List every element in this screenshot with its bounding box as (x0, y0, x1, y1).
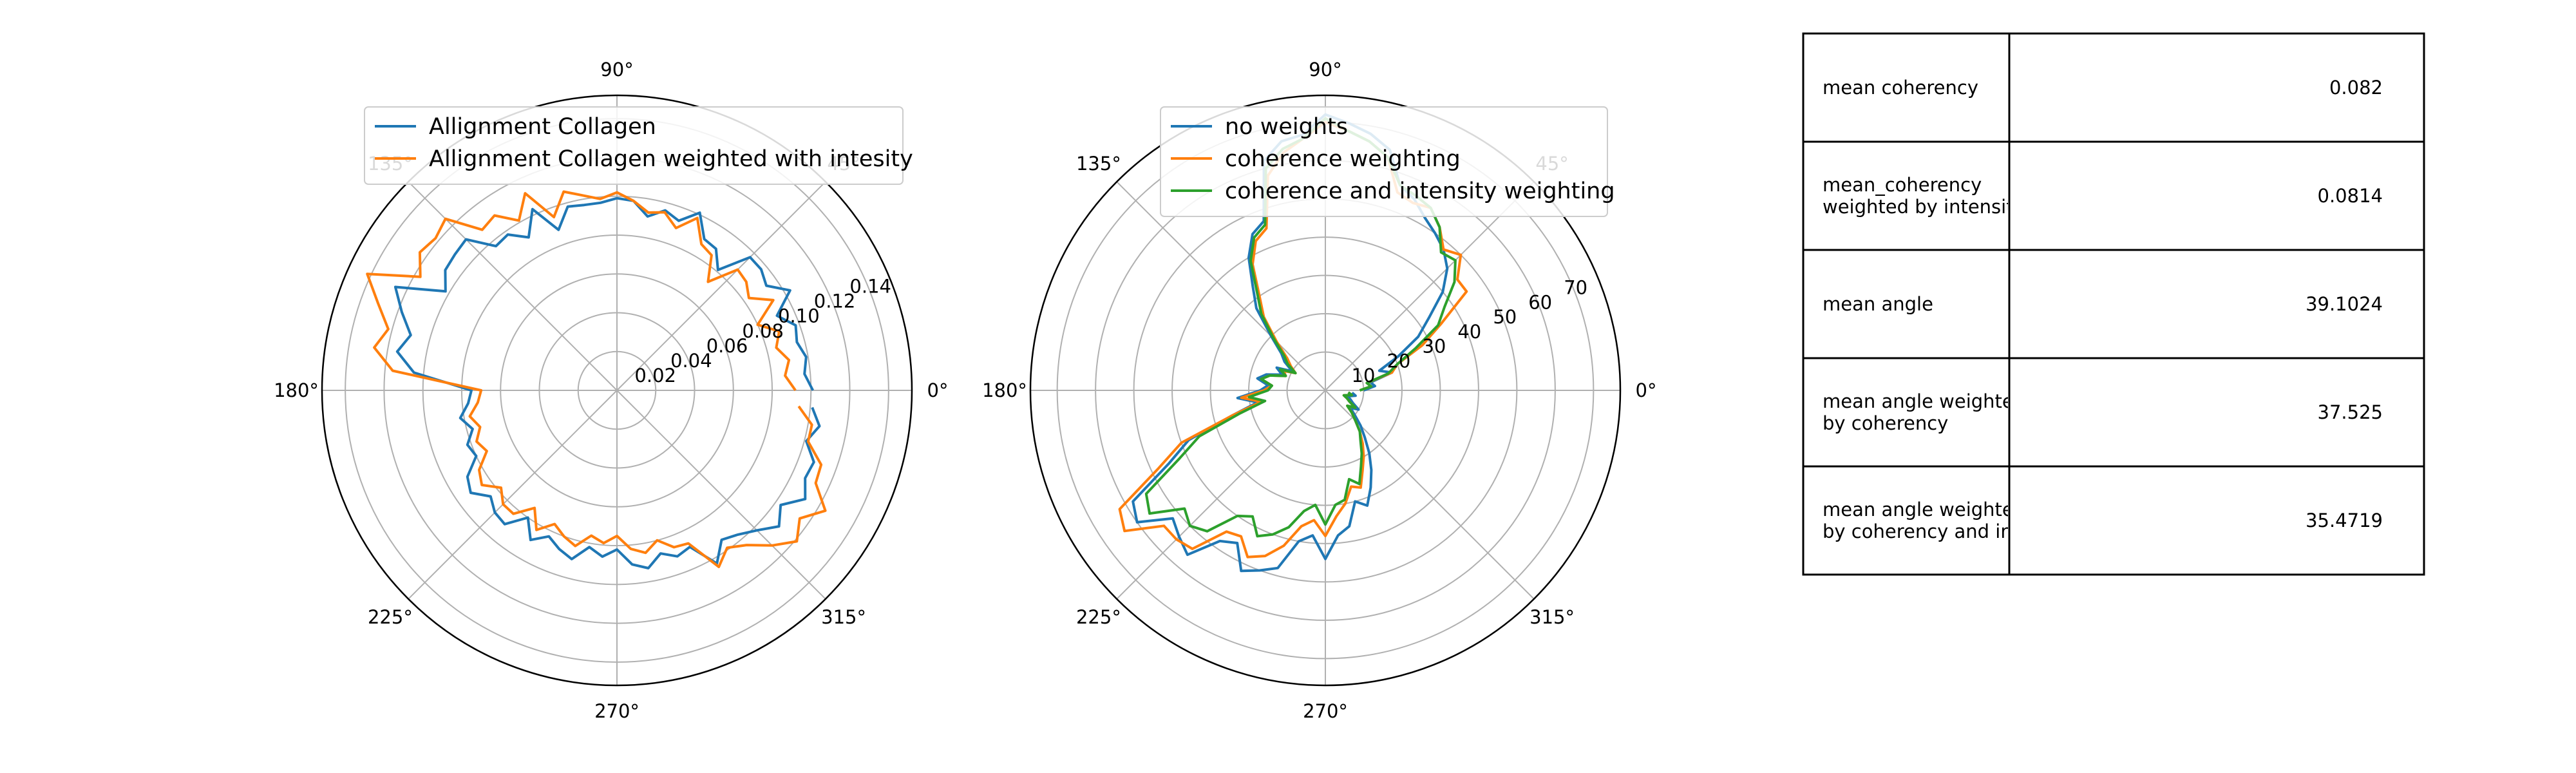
table-value-cell (2008, 249, 2425, 359)
table-label: mean angle weighte (1823, 390, 2014, 412)
table-label-cell (1802, 249, 2011, 359)
table-value-cell (2008, 140, 2425, 251)
table-row: mean coherency 0.082 (1802, 32, 2425, 143)
table-value: 35.4719 (2306, 510, 2383, 531)
radial-tick-label: 70 (1564, 277, 1587, 299)
angular-gridline (616, 181, 826, 391)
radial-tick-label: 60 (1528, 291, 1552, 313)
angular-gridline (1116, 181, 1326, 391)
table-value: 0.082 (2329, 77, 2383, 99)
angular-gridline (1116, 390, 1326, 600)
table-value: 0.0814 (2318, 185, 2383, 207)
theta-tick-label: 0° (1636, 379, 1657, 401)
table-label: by coherency (1823, 412, 1948, 434)
legend-label: no weights (1225, 114, 1348, 140)
radial-tick-label: 0.14 (849, 276, 891, 298)
theta-tick-label: 225° (368, 606, 413, 628)
angular-gridline (616, 390, 826, 600)
table-value: 39.1024 (2306, 293, 2383, 315)
radial-tick-label: 0.12 (814, 291, 856, 312)
legend-box (364, 106, 904, 185)
table-label: mean coherency (1823, 77, 1978, 99)
theta-tick-label: 315° (821, 606, 866, 628)
radial-tick-label: 0.06 (706, 335, 748, 357)
theta-tick-label: 0° (927, 379, 949, 401)
legend: no weights coherence weighting coherence a… (1160, 106, 1615, 217)
polar-frame (1029, 94, 1622, 687)
legend-box (1160, 106, 1608, 217)
table-label: weighted by intensit (1823, 196, 2014, 218)
legend-label: coherence weighting (1225, 146, 1461, 172)
radial-tick-label: 10 (1352, 365, 1376, 386)
theta-tick-label: 90° (1309, 59, 1341, 81)
legend: Allignment Collagen Allignment Collagen w… (364, 106, 913, 185)
table-value-cell (2008, 357, 2425, 468)
table-label: mean angle weighte (1823, 499, 2014, 520)
theta-tick-label: 315° (1530, 606, 1575, 628)
series-line-1 (393, 196, 821, 569)
radial-tick-label: 0.08 (742, 320, 784, 342)
table-label: mean angle (1823, 293, 1933, 315)
table-row: mean angle 39.1024 (1802, 249, 2425, 359)
radial-tick-label: 0.04 (670, 350, 712, 372)
table-label: by coherency and in (1823, 520, 2012, 542)
radial-tick-label: 0.10 (778, 305, 820, 327)
legend-label: Allignment Collagen weighted with intesi… (429, 146, 913, 172)
table-value-cell (2008, 465, 2425, 576)
angular-gridline (408, 181, 618, 391)
radial-tick-label: 50 (1493, 306, 1517, 328)
theta-tick-label: 90° (600, 59, 633, 81)
theta-tick-label: 270° (594, 700, 639, 722)
table-label-cell (1802, 140, 2011, 251)
theta-tick-label: 180° (982, 379, 1027, 401)
table-value-cell (2008, 32, 2425, 143)
table-label-cell (1802, 357, 2011, 468)
polar-chart-angle-weighting: 0°45°90°135°180°225°270°315°102030405060… (982, 59, 1656, 722)
legend-label: coherence and intensity weighting (1225, 178, 1615, 204)
polar-frame (321, 94, 913, 687)
series-line-1 (1132, 113, 1449, 573)
series-line-2 (366, 190, 827, 568)
statistics-table: mean coherency 0.082 mean_coherencyweighte… (1802, 32, 2425, 576)
table-label-cell (1802, 32, 2011, 143)
theta-tick-label: 270° (1303, 700, 1348, 722)
table-value: 37.525 (2318, 401, 2383, 423)
theta-tick-label: 180° (274, 379, 319, 401)
radial-tick-label: 20 (1387, 350, 1410, 372)
angular-gridline (408, 390, 618, 600)
polar-chart-alignment: 0°45°90°135°180°225°270°315°0.020.040.06… (274, 59, 948, 722)
theta-tick-label: 225° (1076, 606, 1121, 628)
table-label: mean_coherency (1823, 174, 1982, 196)
legend-label: Allignment Collagen (429, 114, 656, 140)
radial-tick-label: 40 (1457, 321, 1481, 343)
table-label-cell (1802, 465, 2011, 576)
theta-tick-label: 135° (1076, 153, 1121, 175)
radial-tick-label: 30 (1422, 336, 1446, 358)
radial-tick-label: 0.02 (634, 365, 676, 386)
